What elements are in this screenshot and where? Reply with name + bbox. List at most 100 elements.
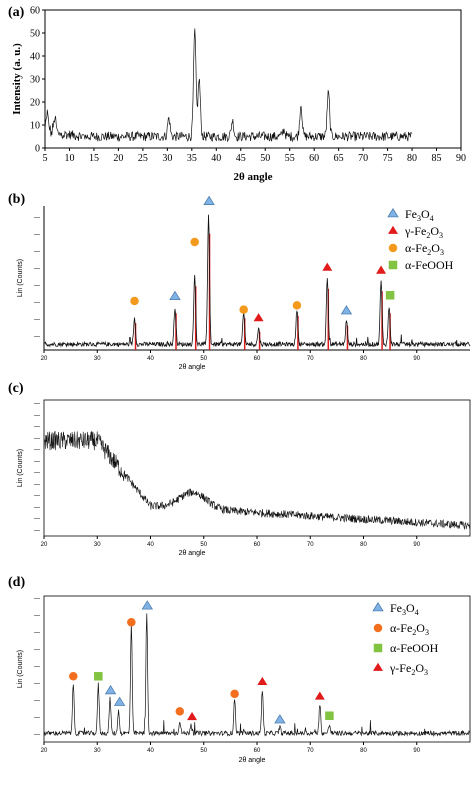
- panel-a-ytick-label-4: 40: [30, 52, 40, 63]
- panel-a-xtick-label-5: 30: [162, 153, 172, 164]
- panel-c-xtick-label-4: 60: [254, 542, 261, 548]
- legend-label-3: α-FeOOH: [405, 258, 454, 272]
- legend-label-0: Fe3O4: [390, 601, 419, 617]
- panel-d-xtick-label-1: 30: [94, 748, 101, 754]
- legend-label-1: α-Fe2O3: [390, 621, 429, 637]
- panel-c: (c) — — — — — — — — — — — — 20 30 40 50 60 70 80 90 2θ angle L…: [8, 381, 471, 557]
- panel-c-ytick-0: —: [34, 528, 40, 534]
- panel-c-xtick-label-1: 30: [94, 542, 101, 548]
- legend-marker-1: [388, 225, 398, 234]
- panel-b-xtick-label-7: 90: [413, 356, 420, 362]
- panel-b-phase-marker-2: [340, 305, 353, 315]
- legend-marker-0: [372, 601, 384, 612]
- panel-a-xtick-label-9: 50: [260, 153, 270, 164]
- panel-b-series: [43, 214, 471, 348]
- panel-b-label: (b): [8, 192, 25, 207]
- panel-a-xtick-label-4: 25: [138, 153, 148, 164]
- panel-b-phase-marker-4: [322, 262, 333, 271]
- panel-c-frame: [43, 399, 471, 537]
- panel-b-xtick-label-3: 50: [200, 356, 207, 362]
- panel-a-xtick-label-17: 90: [456, 153, 466, 164]
- panel-d-xtick-label-0: 20: [41, 748, 48, 754]
- panel-d-ytick-4: —: [34, 664, 40, 670]
- panel-d-xtick-label-6: 80: [360, 748, 367, 754]
- panel-b-ylabel: Lin (Counts): [17, 259, 24, 297]
- panel-d-phase-marker-11: [257, 676, 268, 686]
- panel-b-xtick-label-6: 80: [360, 356, 367, 362]
- legend-marker-3: [388, 260, 398, 270]
- panel-a-xtick-label-12: 65: [334, 153, 344, 164]
- panel-d-xtick-label-4: 60: [254, 748, 261, 754]
- panel-a-xtick-label-0: 5: [43, 153, 48, 164]
- panel-d-phase-marker-0: [104, 684, 117, 695]
- panel-d-ytick-3: —: [34, 681, 40, 687]
- panel-a-xtick-label-1: 10: [64, 153, 74, 164]
- panel-d-series: [43, 613, 471, 737]
- panel-d-ytick-7: —: [34, 613, 40, 619]
- panel-c-ytick-1: —: [34, 517, 40, 523]
- panel-b-ytick-4: —: [34, 266, 40, 272]
- panel-a-label: (a): [8, 5, 25, 20]
- panel-d-xtick-label-5: 70: [307, 748, 314, 754]
- panel-c-xtick-label-2: 40: [147, 542, 154, 548]
- panel-c-label: (c): [8, 381, 24, 396]
- panel-c-xtick-label-6: 80: [360, 542, 367, 548]
- panel-c-ytick-3: —: [34, 494, 40, 500]
- panel-c-ylabel: Lin (Counts): [17, 449, 24, 487]
- panel-c-xtick-label-3: 50: [200, 542, 207, 548]
- panel-b-phase-marker-9: [292, 301, 302, 310]
- panel-a-ytick-label-2: 20: [30, 98, 40, 109]
- panel-d-ytick-5: —: [34, 647, 40, 653]
- panel-a-ytick-label-5: 50: [30, 29, 40, 40]
- panel-b: (b) — — — — — — — — 20 30 40 50 60 70 80 90 2θ angle Lin (…: [8, 192, 471, 371]
- panel-d-phase-marker-2: [141, 600, 154, 610]
- panel-c-series: [43, 430, 471, 530]
- legend-label-1: γ-Fe2O3: [404, 224, 443, 240]
- panel-d-phase-marker-9: [325, 711, 334, 720]
- panel-a-xtick-label-13: 70: [358, 153, 368, 164]
- panel-d-phase-marker-6: [175, 707, 185, 716]
- panel-d-xtick-label-2: 40: [147, 748, 154, 754]
- panel-d-xtick-label-3: 50: [200, 748, 207, 754]
- legend-marker-1: [373, 623, 383, 633]
- panel-d-xtick-label-7: 90: [413, 748, 420, 754]
- panel-b-ytick-7: —: [34, 215, 40, 221]
- panel-a-xtick-label-11: 60: [309, 153, 319, 164]
- panel-d: (d) — — — — — — — — — 20 30 40 50 60 70 80 90 2θ angle Lin …: [8, 575, 471, 764]
- panel-c-ytick-11: —: [34, 402, 40, 408]
- panel-b-ytick-1: —: [34, 317, 40, 323]
- panel-b-phase-marker-0: [169, 290, 181, 301]
- legend-marker-3: [373, 662, 383, 671]
- panel-b-xtick-label-4: 60: [254, 356, 261, 362]
- panel-d-phase-marker-8: [94, 672, 103, 681]
- panel-d-phase-marker-4: [69, 672, 78, 681]
- panel-d-ylabel: Lin (Counts): [17, 650, 24, 688]
- panel-a-ylabel: Intensity (a. u.): [11, 43, 23, 115]
- panel-d-ytick-0: —: [34, 732, 40, 738]
- legend-marker-0: [387, 207, 399, 218]
- legend-label-3: γ-Fe2O3: [389, 661, 428, 677]
- panel-a-xtick-label-14: 75: [383, 153, 393, 164]
- legend-label-2: α-Fe2O3: [405, 241, 444, 257]
- panel-b-ytick-6: —: [34, 232, 40, 238]
- panel-a-ytick-label-0: 0: [35, 144, 40, 155]
- panel-a-ytick-label-6: 60: [30, 6, 40, 17]
- panel-d-phase-marker-12: [314, 691, 325, 700]
- panel-a-ytick-label-1: 10: [30, 121, 40, 132]
- panel-c-ytick-8: —: [34, 436, 40, 442]
- panel-a-xtick-label-2: 15: [89, 153, 99, 164]
- legend-marker-2: [388, 243, 398, 253]
- panel-b-phase-marker-1: [203, 195, 215, 205]
- panel-c-ytick-7: —: [34, 448, 40, 454]
- panel-d-phase-marker-10: [187, 711, 198, 721]
- panel-c-ytick-2: —: [34, 505, 40, 511]
- panel-c-xlabel: 2θ angle: [179, 550, 206, 557]
- panel-c-ytick-4: —: [34, 482, 40, 488]
- panel-c-xtick-label-5: 70: [307, 542, 314, 548]
- panel-b-phase-marker-10: [385, 291, 395, 300]
- panel-a-xtick-label-3: 20: [113, 153, 123, 164]
- panel-d-phase-marker-7: [230, 689, 239, 699]
- panel-a-xtick-label-16: 85: [432, 153, 442, 164]
- panel-a-xtick-label-6: 35: [187, 153, 197, 164]
